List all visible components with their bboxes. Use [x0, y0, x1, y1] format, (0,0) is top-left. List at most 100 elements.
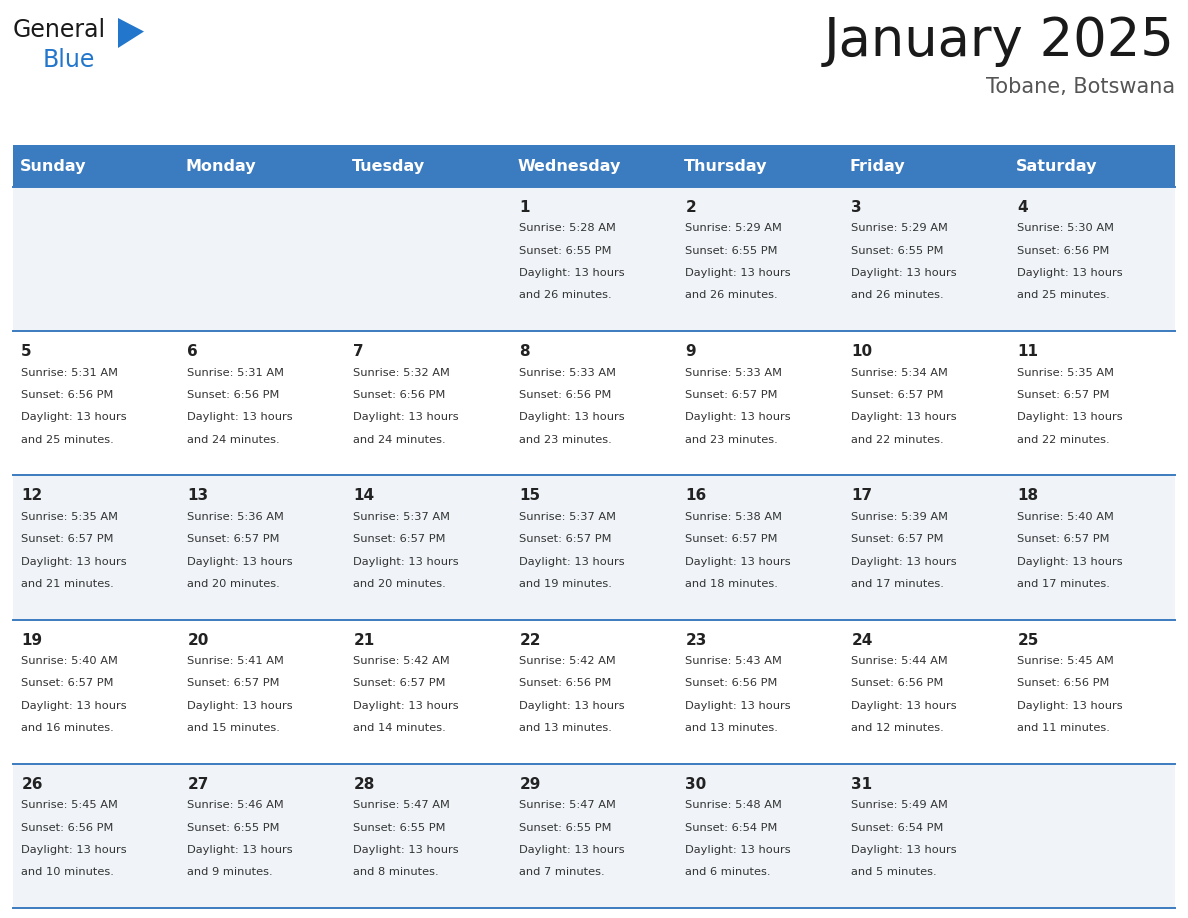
Text: Blue: Blue	[43, 48, 95, 72]
Text: Sunset: 6:56 PM: Sunset: 6:56 PM	[519, 390, 612, 400]
Text: Tobane, Botswana: Tobane, Botswana	[986, 77, 1175, 97]
Text: 23: 23	[685, 633, 707, 647]
Text: Sunset: 6:56 PM: Sunset: 6:56 PM	[188, 390, 279, 400]
Text: Daylight: 13 hours: Daylight: 13 hours	[685, 412, 791, 422]
Text: and 23 minutes.: and 23 minutes.	[519, 435, 612, 444]
Text: Sunrise: 5:41 AM: Sunrise: 5:41 AM	[188, 656, 284, 666]
Text: Wednesday: Wednesday	[518, 159, 621, 174]
Text: Sunset: 6:57 PM: Sunset: 6:57 PM	[21, 534, 114, 544]
Text: Daylight: 13 hours: Daylight: 13 hours	[519, 412, 625, 422]
Text: Daylight: 13 hours: Daylight: 13 hours	[1017, 700, 1123, 711]
Text: 9: 9	[685, 344, 696, 359]
Text: Sunrise: 5:38 AM: Sunrise: 5:38 AM	[685, 512, 783, 521]
Text: Sunrise: 5:44 AM: Sunrise: 5:44 AM	[852, 656, 948, 666]
Text: and 26 minutes.: and 26 minutes.	[519, 290, 612, 300]
Text: Sunset: 6:56 PM: Sunset: 6:56 PM	[852, 678, 943, 688]
Text: 7: 7	[353, 344, 364, 359]
Text: Sunrise: 5:45 AM: Sunrise: 5:45 AM	[21, 800, 118, 811]
Text: Sunday: Sunday	[20, 159, 87, 174]
Text: Sunrise: 5:28 AM: Sunrise: 5:28 AM	[519, 223, 617, 233]
Text: Daylight: 13 hours: Daylight: 13 hours	[685, 700, 791, 711]
Text: Sunset: 6:55 PM: Sunset: 6:55 PM	[519, 246, 612, 256]
Text: Sunrise: 5:35 AM: Sunrise: 5:35 AM	[1017, 367, 1114, 377]
Text: Sunrise: 5:34 AM: Sunrise: 5:34 AM	[852, 367, 948, 377]
Text: Daylight: 13 hours: Daylight: 13 hours	[188, 556, 293, 566]
Text: Sunset: 6:57 PM: Sunset: 6:57 PM	[852, 534, 943, 544]
Text: Sunrise: 5:47 AM: Sunrise: 5:47 AM	[519, 800, 617, 811]
Text: Sunset: 6:57 PM: Sunset: 6:57 PM	[353, 534, 446, 544]
Text: and 16 minutes.: and 16 minutes.	[21, 723, 114, 733]
Text: 1: 1	[519, 200, 530, 215]
Text: General: General	[13, 18, 106, 42]
Text: 6: 6	[188, 344, 198, 359]
Text: Daylight: 13 hours: Daylight: 13 hours	[21, 556, 127, 566]
Text: and 6 minutes.: and 6 minutes.	[685, 868, 771, 878]
Text: 31: 31	[852, 777, 872, 792]
Text: 27: 27	[188, 777, 209, 792]
Bar	[13, 620, 1175, 764]
Text: Daylight: 13 hours: Daylight: 13 hours	[852, 845, 956, 855]
Text: and 24 minutes.: and 24 minutes.	[353, 435, 446, 444]
Text: Daylight: 13 hours: Daylight: 13 hours	[353, 556, 459, 566]
Text: Thursday: Thursday	[683, 159, 767, 174]
Text: Daylight: 13 hours: Daylight: 13 hours	[519, 700, 625, 711]
Text: Sunset: 6:55 PM: Sunset: 6:55 PM	[519, 823, 612, 833]
Text: Sunset: 6:56 PM: Sunset: 6:56 PM	[21, 823, 114, 833]
Text: and 14 minutes.: and 14 minutes.	[353, 723, 446, 733]
Text: Sunrise: 5:29 AM: Sunrise: 5:29 AM	[685, 223, 782, 233]
Text: Daylight: 13 hours: Daylight: 13 hours	[852, 412, 956, 422]
Text: Daylight: 13 hours: Daylight: 13 hours	[1017, 412, 1123, 422]
Text: Sunrise: 5:39 AM: Sunrise: 5:39 AM	[852, 512, 948, 521]
Text: Sunrise: 5:33 AM: Sunrise: 5:33 AM	[685, 367, 783, 377]
Polygon shape	[118, 18, 144, 48]
Text: Sunrise: 5:36 AM: Sunrise: 5:36 AM	[188, 512, 284, 521]
Text: Daylight: 13 hours: Daylight: 13 hours	[852, 556, 956, 566]
Text: Sunrise: 5:31 AM: Sunrise: 5:31 AM	[21, 367, 119, 377]
Text: Sunrise: 5:43 AM: Sunrise: 5:43 AM	[685, 656, 782, 666]
Text: 29: 29	[519, 777, 541, 792]
Text: Sunset: 6:56 PM: Sunset: 6:56 PM	[519, 678, 612, 688]
Text: and 22 minutes.: and 22 minutes.	[1017, 435, 1110, 444]
Text: 5: 5	[21, 344, 32, 359]
Text: Sunrise: 5:42 AM: Sunrise: 5:42 AM	[519, 656, 617, 666]
Text: and 13 minutes.: and 13 minutes.	[685, 723, 778, 733]
Text: and 24 minutes.: and 24 minutes.	[188, 435, 280, 444]
Text: 16: 16	[685, 488, 707, 503]
Text: Sunset: 6:54 PM: Sunset: 6:54 PM	[852, 823, 943, 833]
Text: 26: 26	[21, 777, 43, 792]
Text: 4: 4	[1017, 200, 1028, 215]
Text: 25: 25	[1017, 633, 1038, 647]
Text: January 2025: January 2025	[824, 15, 1175, 67]
Text: Sunset: 6:55 PM: Sunset: 6:55 PM	[685, 246, 778, 256]
Text: and 9 minutes.: and 9 minutes.	[188, 868, 273, 878]
Text: 21: 21	[353, 633, 374, 647]
Text: 14: 14	[353, 488, 374, 503]
Text: and 7 minutes.: and 7 minutes.	[519, 868, 605, 878]
Text: and 10 minutes.: and 10 minutes.	[21, 868, 114, 878]
Text: Daylight: 13 hours: Daylight: 13 hours	[1017, 556, 1123, 566]
Text: Daylight: 13 hours: Daylight: 13 hours	[519, 268, 625, 278]
Text: 28: 28	[353, 777, 374, 792]
Text: Sunrise: 5:40 AM: Sunrise: 5:40 AM	[1017, 512, 1114, 521]
Text: Sunrise: 5:35 AM: Sunrise: 5:35 AM	[21, 512, 119, 521]
Text: Daylight: 13 hours: Daylight: 13 hours	[353, 700, 459, 711]
Text: and 13 minutes.: and 13 minutes.	[519, 723, 612, 733]
Text: and 17 minutes.: and 17 minutes.	[1017, 579, 1110, 589]
Text: Sunset: 6:56 PM: Sunset: 6:56 PM	[685, 678, 778, 688]
Text: Sunrise: 5:29 AM: Sunrise: 5:29 AM	[852, 223, 948, 233]
Bar	[13, 764, 1175, 908]
Text: Sunrise: 5:31 AM: Sunrise: 5:31 AM	[188, 367, 284, 377]
Text: 15: 15	[519, 488, 541, 503]
Text: and 18 minutes.: and 18 minutes.	[685, 579, 778, 589]
Text: 2: 2	[685, 200, 696, 215]
Text: Daylight: 13 hours: Daylight: 13 hours	[685, 268, 791, 278]
Text: and 26 minutes.: and 26 minutes.	[685, 290, 778, 300]
Text: Sunset: 6:56 PM: Sunset: 6:56 PM	[1017, 246, 1110, 256]
Text: Daylight: 13 hours: Daylight: 13 hours	[519, 845, 625, 855]
Text: Daylight: 13 hours: Daylight: 13 hours	[21, 700, 127, 711]
Text: 3: 3	[852, 200, 862, 215]
Text: Sunset: 6:54 PM: Sunset: 6:54 PM	[685, 823, 778, 833]
Bar	[13, 331, 1175, 476]
Text: and 5 minutes.: and 5 minutes.	[852, 868, 937, 878]
Text: Daylight: 13 hours: Daylight: 13 hours	[685, 556, 791, 566]
